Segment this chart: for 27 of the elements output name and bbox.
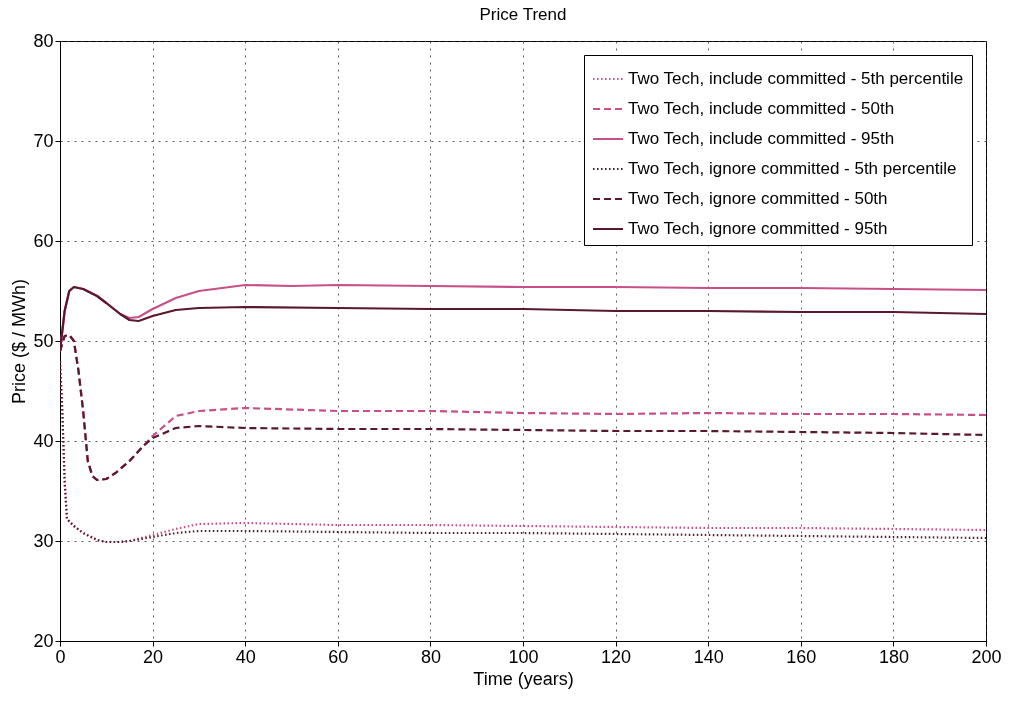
x-tick-label: 100 xyxy=(508,646,539,667)
x-tick-label: 140 xyxy=(693,646,724,667)
legend-label: Two Tech, ignore committed - 50th xyxy=(628,189,888,208)
y-tick-label: 60 xyxy=(33,230,54,251)
y-tick-label: 70 xyxy=(33,130,54,151)
x-tick-label: 200 xyxy=(971,646,1002,667)
y-tick-label: 30 xyxy=(33,530,54,551)
x-tick-label: 0 xyxy=(55,646,66,667)
chart-title: Price Trend xyxy=(479,5,567,24)
x-axis-title: Time (years) xyxy=(473,668,574,689)
legend-label: Two Tech, ignore committed - 5th percentile xyxy=(628,159,957,178)
legend-label: Two Tech, include committed - 50th xyxy=(628,99,895,118)
x-tick-label: 80 xyxy=(420,646,441,667)
legend-label: Two Tech, ignore committed - 95th xyxy=(628,219,888,238)
x-tick-label: 180 xyxy=(878,646,909,667)
y-tick-label: 80 xyxy=(33,30,54,51)
x-tick-label: 120 xyxy=(601,646,632,667)
y-tick-label: 50 xyxy=(33,330,54,351)
x-tick-label: 20 xyxy=(143,646,164,667)
x-tick-label: 160 xyxy=(786,646,817,667)
y-tick-label: 20 xyxy=(33,630,54,651)
legend-label: Two Tech, include committed - 95th xyxy=(628,129,895,148)
y-axis-title: Price ($ / MWh) xyxy=(9,278,30,405)
legend-label: Two Tech, include committed - 5th percentile xyxy=(628,69,964,88)
x-tick-label: 60 xyxy=(328,646,349,667)
x-tick-label: 40 xyxy=(235,646,256,667)
y-tick-label: 40 xyxy=(33,430,54,451)
